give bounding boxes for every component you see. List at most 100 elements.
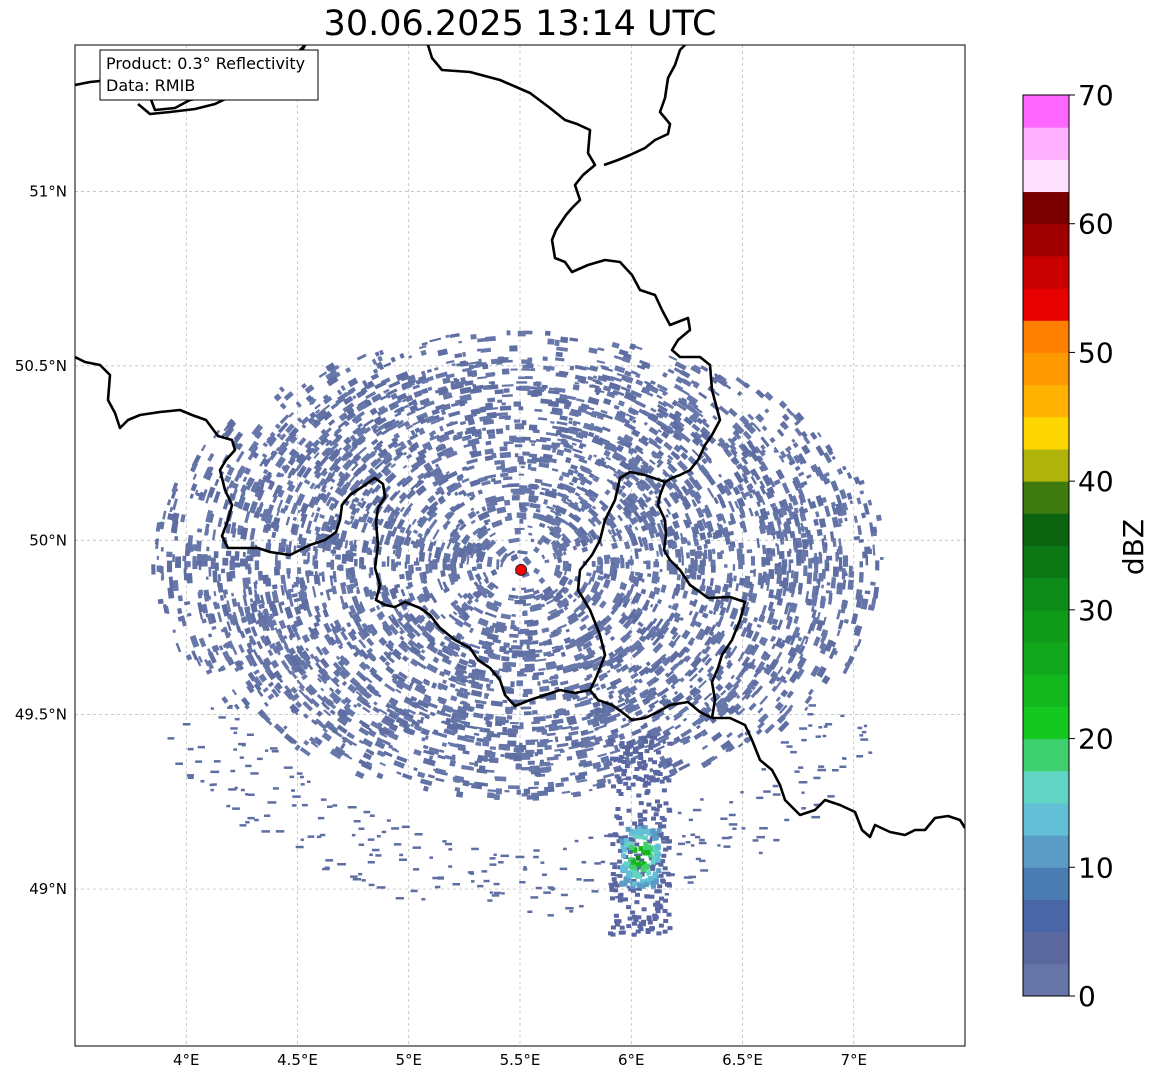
echo-pixel	[172, 579, 179, 592]
echo-pixel	[414, 833, 423, 836]
echo-pixel	[738, 557, 744, 570]
echo-pixel	[510, 620, 515, 627]
echo-pixel	[580, 378, 586, 384]
echo-pixel	[258, 603, 265, 610]
storm-echo	[614, 774, 620, 779]
echo-pixel	[248, 440, 259, 453]
echo-pixel	[741, 827, 746, 830]
echo-pixel	[608, 690, 615, 696]
echo-pixel	[671, 873, 675, 876]
echo-pixel	[300, 783, 305, 786]
echo-pixel	[497, 399, 503, 404]
echo-pixel	[657, 450, 665, 457]
echo-pixel	[226, 804, 231, 808]
echo-pixel	[652, 741, 661, 749]
echo-pixel	[756, 796, 764, 800]
echo-pixel	[313, 484, 318, 490]
echo-pixel	[600, 860, 606, 864]
echo-pixel	[325, 369, 339, 381]
echo-pixel	[326, 472, 336, 483]
echo-pixel	[463, 621, 472, 628]
storm-echo	[653, 812, 659, 817]
echo-pixel	[755, 728, 763, 736]
echo-pixel	[477, 884, 484, 888]
echo-pixel	[597, 347, 605, 352]
echo-pixel	[781, 413, 790, 422]
echo-pixel	[458, 658, 469, 667]
echo-pixel	[523, 711, 532, 716]
echo-pixel	[500, 854, 509, 858]
echo-pixel	[600, 683, 607, 690]
echo-pixel	[206, 546, 210, 552]
echo-pixel	[489, 857, 496, 860]
echo-pixel	[597, 752, 607, 758]
echo-pixel	[539, 759, 545, 764]
echo-pixel	[699, 859, 706, 863]
echo-pixel	[533, 855, 539, 859]
echo-pixel	[723, 583, 730, 590]
storm-echo	[626, 924, 632, 929]
echo-pixel	[627, 449, 634, 456]
echo-pixel	[880, 556, 884, 561]
echo-pixel	[720, 739, 732, 751]
echo-pixel	[638, 635, 646, 642]
echo-pixel	[535, 381, 542, 386]
echo-pixel	[625, 390, 634, 396]
echo-pixel	[470, 408, 481, 416]
echo-pixel	[713, 633, 719, 640]
echo-pixel	[767, 601, 774, 611]
echo-pixel	[391, 713, 397, 719]
echo-pixel	[360, 513, 369, 524]
echo-pixel	[626, 384, 632, 390]
echo-pixel	[807, 713, 814, 716]
echo-pixel	[231, 482, 239, 490]
echo-pixel	[518, 473, 525, 476]
echo-pixel	[769, 436, 776, 444]
echo-pixel	[442, 558, 447, 569]
echo-pixel	[743, 643, 754, 655]
echo-pixel	[341, 581, 347, 587]
echo-pixel	[833, 650, 839, 656]
echo-pixel	[567, 488, 573, 494]
echo-pixel	[856, 497, 862, 505]
echo-pixel	[768, 589, 775, 599]
echo-pixel	[822, 734, 827, 738]
echo-pixel	[667, 526, 674, 537]
echo-pixel	[500, 613, 512, 620]
echo-pixel	[608, 693, 614, 700]
echo-pixel	[212, 783, 217, 786]
echo-pixel	[514, 745, 523, 749]
echo-pixel	[321, 731, 333, 742]
echo-pixel	[824, 639, 834, 652]
echo-pixel	[234, 551, 240, 561]
echo-pixel	[654, 481, 663, 490]
echo-pixel	[835, 494, 843, 506]
echo-pixel	[372, 848, 380, 852]
echo-pixel	[458, 523, 467, 531]
echo-pixel	[517, 550, 528, 555]
echo-pixel	[581, 546, 589, 553]
echo-pixel	[849, 500, 854, 505]
echo-pixel	[674, 531, 680, 540]
echo-pixel	[450, 695, 458, 702]
storm-echo	[643, 739, 649, 744]
storm-echo	[616, 789, 622, 793]
echo-pixel	[592, 378, 601, 384]
echo-pixel	[554, 736, 559, 743]
storm-echo	[630, 758, 636, 762]
echo-pixel	[803, 436, 811, 445]
echo-pixel	[742, 477, 749, 485]
echo-pixel	[688, 818, 693, 822]
map-area	[74, 44, 966, 1047]
echo-pixel	[519, 518, 524, 524]
echo-pixel	[320, 798, 327, 801]
echo-pixel	[510, 368, 518, 371]
storm-echo	[643, 774, 649, 779]
storm-echo	[626, 776, 631, 781]
echo-pixel	[520, 465, 525, 469]
echo-pixel	[655, 558, 659, 566]
storm-echo	[627, 752, 633, 757]
echo-pixel	[247, 816, 255, 820]
storm-echo	[666, 912, 672, 917]
echo-pixel	[551, 468, 559, 472]
